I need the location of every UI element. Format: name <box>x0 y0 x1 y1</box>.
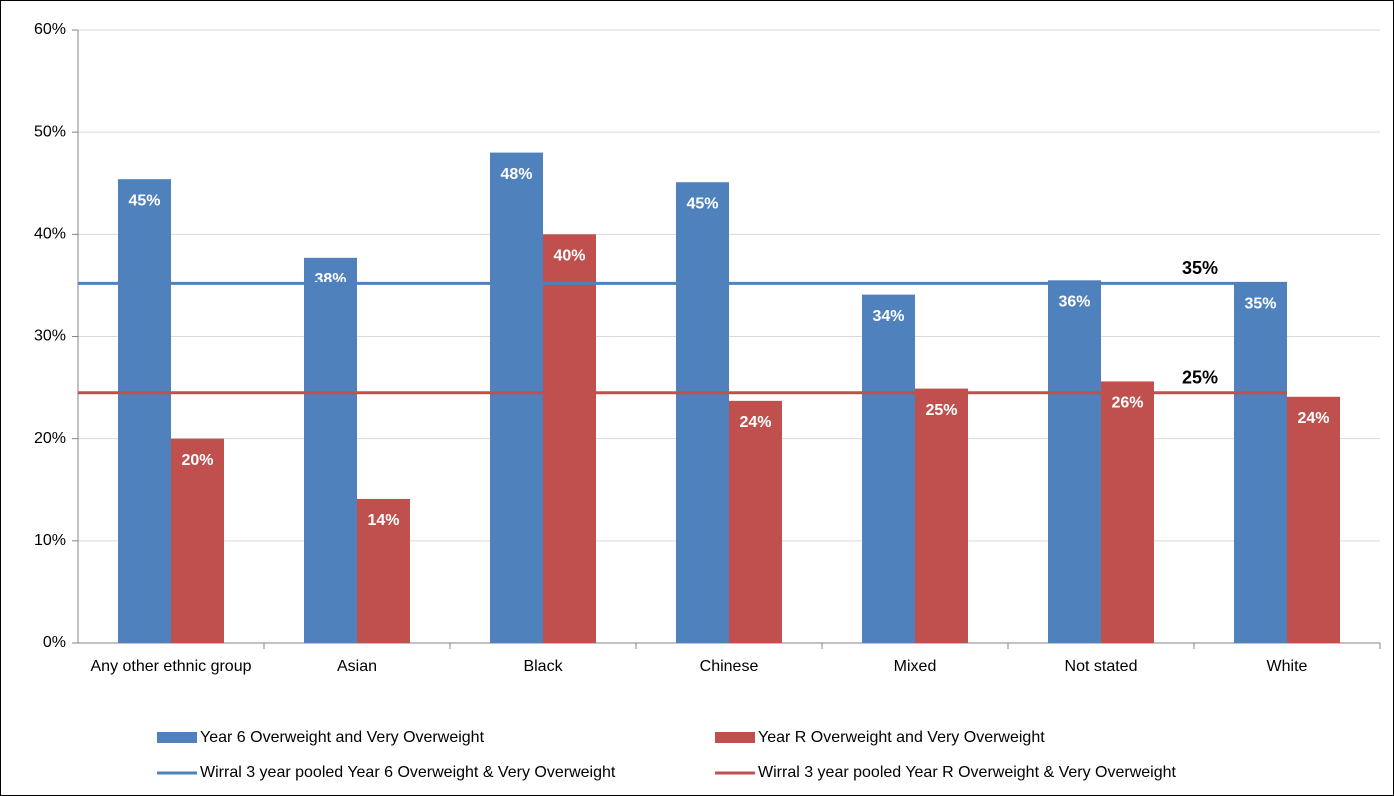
y-tick-label: 30% <box>34 328 66 345</box>
reference-label: 25% <box>1182 367 1218 387</box>
data-label: 35% <box>1244 296 1276 313</box>
data-label: 34% <box>872 308 904 325</box>
y-tick-label: 50% <box>34 123 66 140</box>
bar <box>490 152 543 643</box>
reference-label: 35% <box>1182 258 1218 278</box>
x-tick-label: Mixed <box>893 658 937 675</box>
data-label: 25% <box>925 402 957 419</box>
bar <box>543 234 596 644</box>
bar <box>1101 381 1154 643</box>
x-tick-label: White <box>1266 658 1308 675</box>
x-tick-label: Black <box>523 658 563 675</box>
bar <box>915 388 968 643</box>
data-label: 20% <box>181 452 213 469</box>
bar <box>304 257 357 643</box>
x-tick-label: Any other ethnic group <box>90 658 252 675</box>
data-label: 24% <box>739 414 771 431</box>
y-tick-label: 20% <box>34 430 66 447</box>
legend-label: Year 6 Overweight and Very Overweight <box>200 729 485 746</box>
legend-label: Wirral 3 year pooled Year R Overweight &… <box>758 764 1177 781</box>
data-label: 36% <box>1058 294 1090 311</box>
data-label: 40% <box>553 248 585 265</box>
bar <box>1287 396 1340 643</box>
y-tick-label: 60% <box>34 21 66 38</box>
bar <box>729 400 782 643</box>
y-tick-label: 0% <box>43 634 66 651</box>
y-tick-label: 10% <box>34 532 66 549</box>
x-tick-label: Chinese <box>699 658 759 675</box>
bar <box>171 438 224 643</box>
bar <box>862 294 915 643</box>
legend-label: Year R Overweight and Very Overweight <box>758 729 1045 746</box>
data-label: 26% <box>1111 395 1143 412</box>
data-label: 38% <box>314 271 346 288</box>
bar <box>676 182 729 643</box>
x-tick-label: Asian <box>336 658 378 675</box>
legend-swatch <box>157 732 197 743</box>
data-label: 45% <box>128 192 160 209</box>
data-label: 48% <box>500 166 532 183</box>
legend-label: Wirral 3 year pooled Year 6 Overweight &… <box>200 764 616 781</box>
data-label: 14% <box>367 512 399 529</box>
bar <box>118 179 171 643</box>
x-tick-label: Not stated <box>1064 658 1138 675</box>
bar <box>1048 280 1101 643</box>
legend-swatch <box>715 732 755 743</box>
y-tick-label: 40% <box>34 226 66 243</box>
bar <box>357 498 410 643</box>
bar <box>1234 282 1287 643</box>
data-label: 45% <box>686 195 718 212</box>
data-label: 24% <box>1297 410 1329 427</box>
